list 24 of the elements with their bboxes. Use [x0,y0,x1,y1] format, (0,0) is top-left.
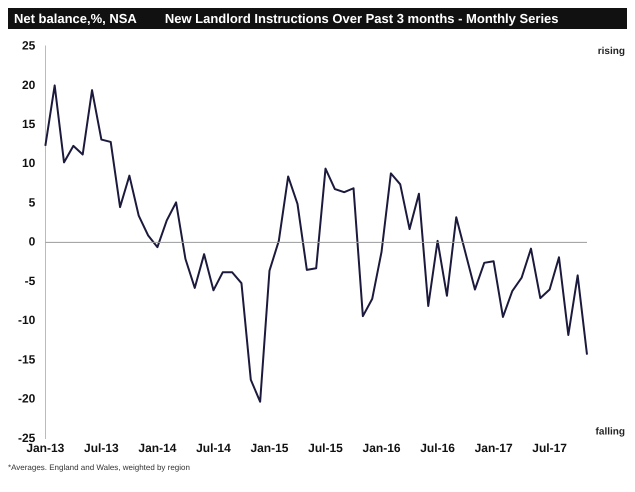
x-tick-label: Jan-16 [362,441,401,456]
y-tick-label: 20 [22,78,36,92]
y-tick-label: 25 [22,38,36,53]
text: *Averages. England and Wales, weighted by region [8,463,191,472]
y-tick-label: 15 [22,116,36,131]
x-tick-label: Jul-15 [308,441,344,456]
y-tick-label: -10 [18,313,36,328]
text: falling [596,426,625,438]
x-tick-label: Jan-14 [138,441,177,456]
x-tick-label: Jan-15 [250,441,289,456]
x-tick-label: Jul-17 [532,441,568,456]
x-tick-label: Jul-14 [196,441,232,456]
y-tick-label: 5 [28,195,36,210]
y-tick-label: 0 [28,234,36,249]
y-tick-label: -5 [24,274,36,288]
text: rising [598,46,625,57]
chart-title: New Landlord Instructions Over Past 3 months - Monthly Series [164,11,559,26]
y-axis-title: Net balance,%, NSA [14,11,137,26]
y-tick-label: 10 [22,156,36,170]
x-tick-label: Jul-13 [84,441,120,456]
y-tick-label: -15 [18,352,36,366]
x-tick-label: Jan-17 [474,441,513,456]
y-tick-label: -20 [18,392,36,406]
x-tick-label: Jul-16 [420,441,456,456]
